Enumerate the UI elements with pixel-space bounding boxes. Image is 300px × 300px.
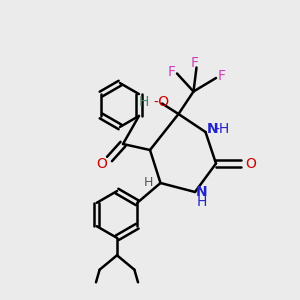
Text: F: F (218, 70, 225, 83)
Text: F: F (168, 65, 176, 79)
Text: O: O (97, 157, 107, 170)
Text: -H: -H (214, 122, 229, 136)
Text: -O: -O (153, 95, 169, 109)
Text: H: H (144, 176, 153, 189)
Text: H: H (139, 95, 149, 109)
Text: F: F (191, 56, 199, 70)
Text: O: O (245, 157, 256, 170)
Text: N: N (196, 185, 208, 199)
Text: N: N (207, 122, 218, 136)
Text: H: H (196, 196, 207, 209)
